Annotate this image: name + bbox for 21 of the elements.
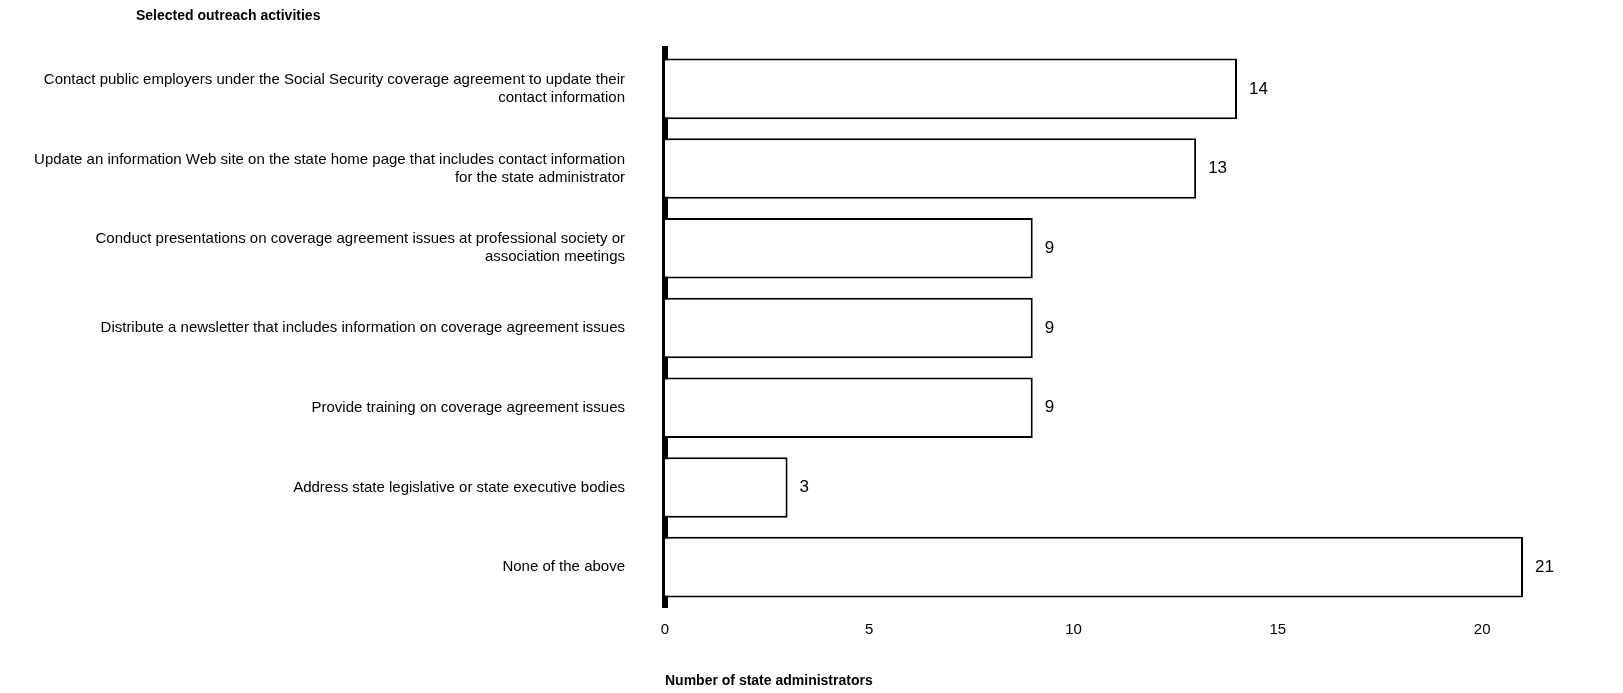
x-tick-label: 20 [1473, 620, 1491, 638]
data-label: 14 [1249, 78, 1268, 98]
x-tick-label: 0 [660, 620, 670, 638]
y-tick-label: None of the above [502, 557, 625, 575]
x-tick-label: 10 [1065, 620, 1082, 638]
data-label: 13 [1208, 158, 1228, 178]
y-tick-label: Distribute a newsletter that includes information on coverage agreement issues [100, 318, 625, 336]
y-tick-label: Contact public employers under the Social Security coverage agreement to update their contact information [43, 70, 625, 105]
y-axis-title: Selected outreach activities [136, 7, 321, 23]
y-tick-label: Conduct presentations on coverage agreement issues at professional society or association meetings [95, 229, 625, 265]
x-tick-label: 15 [1269, 620, 1287, 638]
y-tick-label: Address state legislative or state executive bodies [293, 477, 625, 495]
data-label: 3 [799, 477, 810, 497]
data-label: 21 [1535, 556, 1554, 576]
data-label: 9 [1044, 237, 1055, 257]
data-label: 9 [1044, 317, 1055, 337]
x-axis-title: Number of state administrators [665, 672, 873, 688]
y-tick-label: Provide training on coverage agreement issues [311, 397, 625, 415]
y-tick-label: Update an information Web site on the state home page that includes contact information for the state administrator [34, 149, 625, 185]
data-label: 9 [1044, 397, 1055, 417]
x-tick-label: 5 [865, 620, 874, 638]
